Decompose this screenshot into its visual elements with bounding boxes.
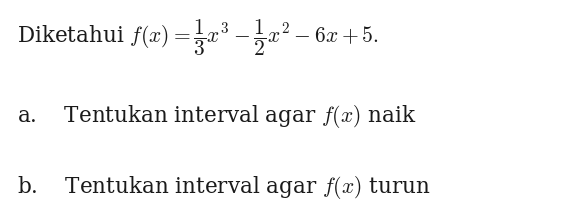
Text: b.    Tentukan interval agar $f(x)$ turun: b. Tentukan interval agar $f(x)$ turun <box>17 174 431 201</box>
Text: a.    Tentukan interval agar $f(x)$ naik: a. Tentukan interval agar $f(x)$ naik <box>17 103 417 130</box>
Text: Diketahui $f(x) = \dfrac{1}{3}x^3 - \dfrac{1}{2}x^2 - 6x + 5.$: Diketahui $f(x) = \dfrac{1}{3}x^3 - \dfr… <box>17 17 379 58</box>
